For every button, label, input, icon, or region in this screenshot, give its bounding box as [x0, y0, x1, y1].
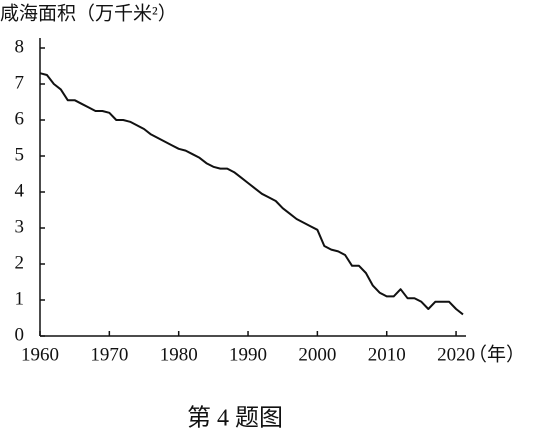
x-axis-label: （年）	[468, 343, 525, 365]
y-tick-label: 4	[15, 180, 25, 201]
y-tick-label: 5	[15, 144, 25, 165]
x-tick-label: 1980	[160, 344, 198, 365]
chart-title: 咸海面积（万千米²）	[0, 2, 177, 24]
y-tick-label: 6	[15, 108, 25, 129]
x-tick-label: 2000	[298, 344, 336, 365]
y-tick-label: 1	[15, 288, 25, 309]
x-tick-label: 1990	[229, 344, 267, 365]
y-tick-label: 7	[15, 72, 25, 93]
x-tick-label: 2020	[437, 344, 475, 365]
x-tick-label: 2010	[368, 344, 406, 365]
data-line	[39, 72, 464, 316]
x-tick-label: 1970	[90, 344, 128, 365]
y-tick-label: 2	[15, 252, 25, 273]
caption: 第 4 题图	[187, 405, 283, 432]
y-tick-label: 3	[15, 216, 25, 237]
y-tick-label: 8	[15, 36, 25, 57]
x-tick-label: 1960	[21, 344, 59, 365]
y-tick-label: 0	[15, 324, 25, 345]
